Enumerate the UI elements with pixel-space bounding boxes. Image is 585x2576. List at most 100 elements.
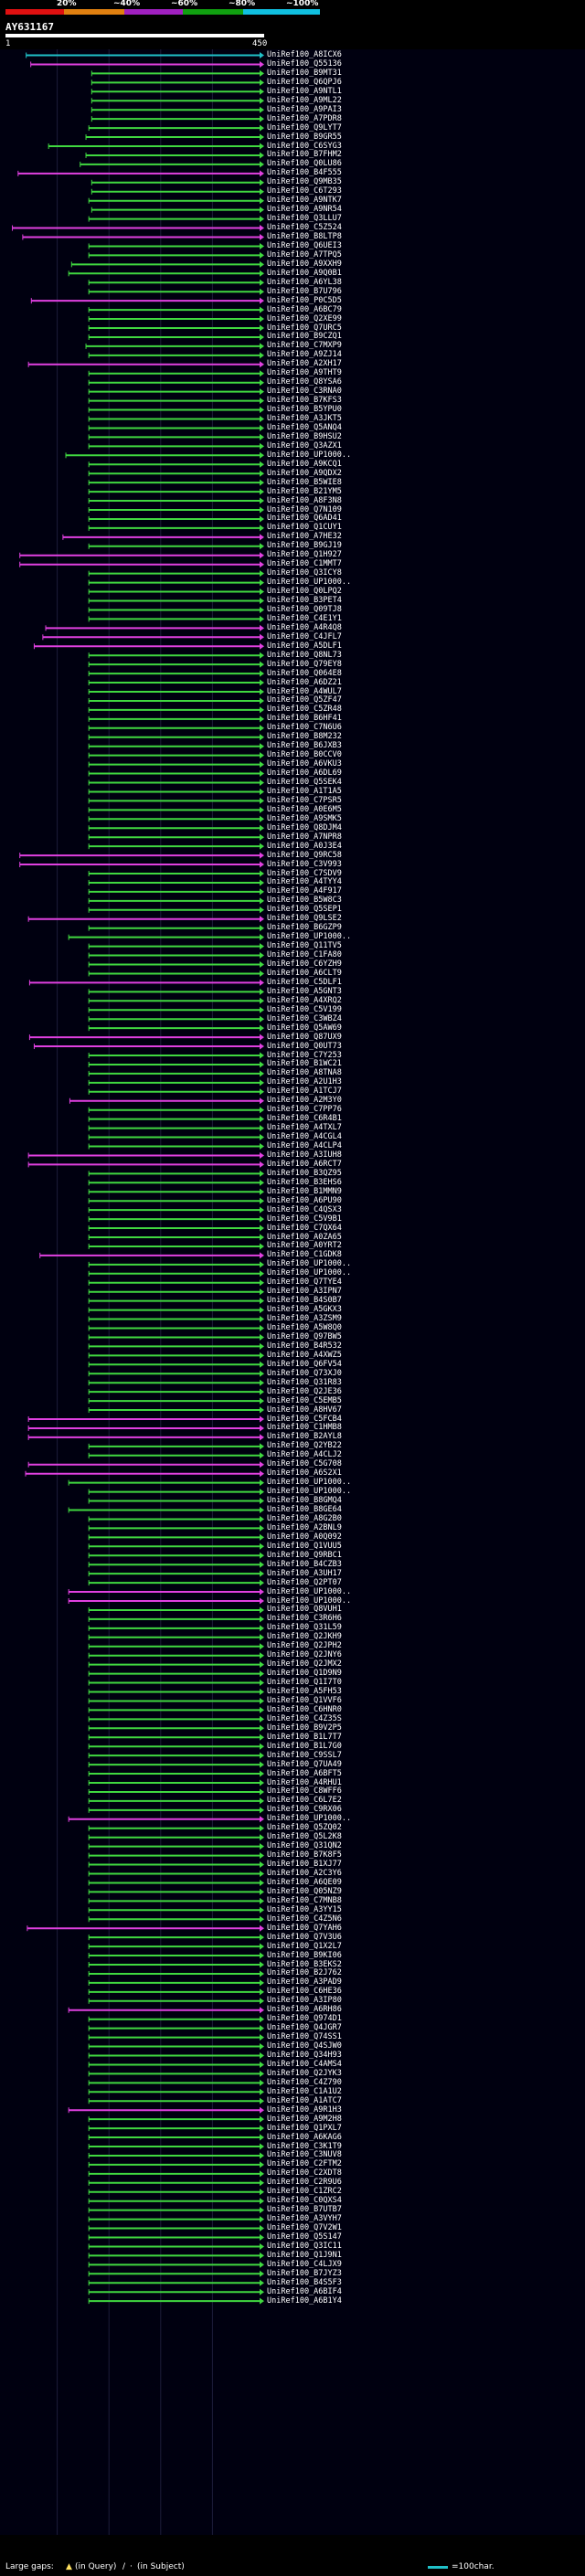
hit-label[interactable]: UniRef100_Q0LPQ2	[267, 587, 342, 597]
hit-label[interactable]: UniRef100_Q55136	[267, 58, 342, 69]
hit-row[interactable]	[88, 1915, 264, 1923]
hit-row[interactable]	[88, 1542, 264, 1550]
hit-label[interactable]: UniRef100_Q6FV54	[267, 1359, 342, 1369]
hit-row[interactable]	[88, 661, 264, 668]
hit-label[interactable]: UniRef100_A3IPN7	[267, 1287, 342, 1297]
hit-row[interactable]	[88, 1970, 264, 1977]
hit-row[interactable]	[88, 1443, 264, 1450]
hit-label[interactable]: UniRef100_C7PP76	[267, 1105, 342, 1115]
hit-label[interactable]: UniRef100_C4Z790	[267, 2077, 342, 2087]
hit-label[interactable]: UniRef100_C5V9B1	[267, 1214, 342, 1224]
hit-label[interactable]: UniRef100_B7FHM2	[267, 150, 342, 160]
hit-label[interactable]: UniRef100_A9M2H8	[267, 2114, 342, 2124]
hit-row[interactable]	[88, 1079, 264, 1087]
hit-row[interactable]	[85, 152, 264, 159]
hit-row[interactable]	[88, 815, 264, 822]
hit-label[interactable]: UniRef100_Q2JPH2	[267, 1641, 342, 1651]
hit-label[interactable]: UniRef100_Q05NZ9	[267, 1886, 342, 1896]
hit-row[interactable]	[88, 279, 264, 286]
hit-label[interactable]: UniRef100_B6JXB3	[267, 741, 342, 751]
hit-row[interactable]	[88, 2279, 264, 2286]
hit-label[interactable]: UniRef100_B9HSU2	[267, 431, 342, 441]
hit-label[interactable]: UniRef100_A0ZA65	[267, 1232, 342, 1242]
hit-label[interactable]: UniRef100_C5FCB4	[267, 1414, 342, 1424]
hit-label[interactable]: UniRef100_B0CCV0	[267, 750, 342, 760]
hit-label[interactable]: UniRef100_B5YPU0	[267, 405, 342, 415]
hit-row[interactable]	[88, 1342, 264, 1350]
hit-label[interactable]: UniRef100_A6DL69	[267, 769, 342, 779]
hit-label[interactable]: UniRef100_C6SYG3	[267, 141, 342, 151]
hit-row[interactable]	[88, 461, 264, 468]
hit-row[interactable]	[12, 225, 264, 232]
hit-row[interactable]	[88, 2270, 264, 2277]
hit-row[interactable]	[88, 1361, 264, 1368]
hit-row[interactable]	[88, 952, 264, 959]
hit-row[interactable]	[88, 598, 264, 604]
hit-row[interactable]	[48, 143, 264, 150]
hit-row[interactable]	[88, 1561, 264, 1568]
hit-label[interactable]: UniRef100_Q5ZF47	[267, 695, 342, 705]
hit-row[interactable]	[88, 1552, 264, 1559]
hit-label[interactable]: UniRef100_Q8NL73	[267, 650, 342, 660]
hit-row[interactable]	[88, 824, 264, 832]
hit-row[interactable]	[88, 1352, 264, 1359]
hit-label[interactable]: UniRef100_Q7YAH6	[267, 1923, 342, 1933]
hit-row[interactable]	[88, 925, 264, 932]
hit-row[interactable]	[88, 2070, 264, 2077]
hit-row[interactable]	[88, 1797, 264, 1805]
hit-row[interactable]	[88, 2189, 264, 2196]
hit-row[interactable]	[22, 234, 264, 240]
hit-label[interactable]: UniRef100_B7UTB7	[267, 2205, 342, 2215]
hit-row[interactable]	[88, 1943, 264, 1950]
hit-row[interactable]	[88, 1524, 264, 1532]
hit-label[interactable]: UniRef100_Q7N109	[267, 504, 342, 514]
hit-label[interactable]: UniRef100_Q6QPJ6	[267, 77, 342, 87]
hit-label[interactable]: UniRef100_C5G708	[267, 1459, 342, 1469]
hit-row[interactable]	[88, 2297, 264, 2305]
hit-row[interactable]	[68, 1597, 264, 1605]
hit-row[interactable]	[88, 1107, 264, 1114]
hit-label[interactable]: UniRef100_B1L7G0	[267, 1741, 342, 1751]
hit-label[interactable]: UniRef100_C2XDT8	[267, 2168, 342, 2178]
hit-row[interactable]	[88, 1697, 264, 1704]
hit-label[interactable]: UniRef100_A1TCJ7	[267, 1087, 342, 1097]
hit-label[interactable]: UniRef100_Q8YSA6	[267, 377, 342, 387]
hit-row[interactable]	[88, 1952, 264, 1959]
hit-row[interactable]	[26, 52, 264, 58]
hit-row[interactable]	[88, 251, 264, 259]
hit-label[interactable]: UniRef100_B8LTP8	[267, 232, 342, 241]
hit-row[interactable]	[88, 2025, 264, 2032]
hit-label[interactable]: UniRef100_UP1000..	[267, 1478, 352, 1488]
hit-label[interactable]: UniRef100_C3V993	[267, 859, 342, 869]
hit-row[interactable]	[88, 1998, 264, 2005]
hit-label[interactable]: UniRef100_Q7TYE4	[267, 1277, 342, 1288]
hit-row[interactable]	[88, 579, 264, 587]
hit-row[interactable]	[88, 752, 264, 759]
hit-row[interactable]	[88, 379, 264, 387]
hit-label[interactable]: UniRef100_Q1VVF6	[267, 1695, 342, 1705]
hit-label[interactable]: UniRef100_Q1H927	[267, 550, 342, 560]
hit-row[interactable]	[88, 1661, 264, 1669]
hit-label[interactable]: UniRef100_Q09TJ8	[267, 604, 342, 614]
hit-label[interactable]: UniRef100_B9GJ19	[267, 541, 342, 551]
hit-row[interactable]	[88, 1143, 264, 1150]
hit-row[interactable]	[85, 343, 264, 350]
hit-row[interactable]	[88, 1606, 264, 1614]
hit-row[interactable]	[88, 470, 264, 477]
hit-row[interactable]	[88, 1024, 264, 1032]
hit-row[interactable]	[88, 1224, 264, 1232]
hit-label[interactable]: UniRef100_C1FA80	[267, 950, 342, 960]
hit-row[interactable]	[27, 1924, 264, 1932]
hit-label[interactable]: UniRef100_A6BIF4	[267, 2286, 342, 2296]
hit-label[interactable]: UniRef100_Q2PT07	[267, 1577, 342, 1587]
hit-label[interactable]: UniRef100_B3EKS2	[267, 1959, 342, 1969]
hit-row[interactable]	[88, 2225, 264, 2232]
hit-row[interactable]	[33, 1043, 264, 1050]
hit-row[interactable]	[88, 1670, 264, 1678]
hit-row[interactable]	[88, 1871, 264, 1877]
hit-row[interactable]	[88, 1834, 264, 1841]
hit-label[interactable]: UniRef100_B4R532	[267, 1341, 342, 1351]
hit-row[interactable]	[88, 407, 264, 414]
hit-row[interactable]	[88, 970, 264, 977]
hit-row[interactable]	[88, 1015, 264, 1023]
